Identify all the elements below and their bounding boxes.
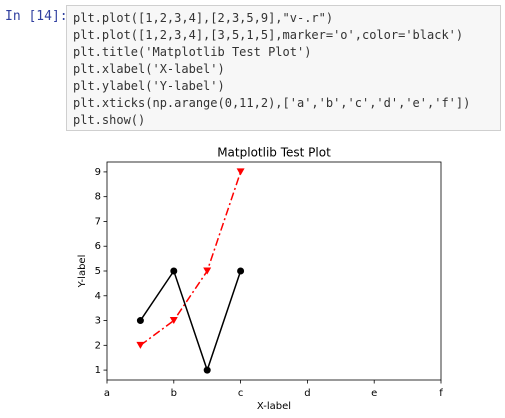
y-tick-label: 9: [95, 167, 101, 178]
y-tick-label: 5: [95, 266, 101, 277]
marker: [169, 317, 178, 325]
y-tick-label: 7: [95, 216, 101, 227]
code-line: plt.plot([1,2,3,4],[3,5,1,5],marker='o',…: [73, 28, 464, 42]
plot-frame: [106, 161, 442, 381]
code-cell[interactable]: plt.plot([1,2,3,4],[2,3,5,9],"v-.r") plt.…: [66, 5, 501, 131]
cell-prompt: In [14]:: [5, 9, 68, 24]
code-line: plt.xlabel('X-label'): [73, 62, 225, 76]
y-tick-label: 2: [95, 340, 101, 351]
y-tick-label: 1: [95, 365, 101, 376]
x-axis-label: X-label: [257, 401, 291, 412]
code-line: plt.show(): [73, 113, 146, 127]
y-tick-label: 8: [95, 192, 101, 203]
x-tick-label: c: [238, 388, 244, 399]
code-line: plt.xticks(np.arange(0,11,2),['a','b','c…: [73, 96, 471, 110]
code-line: plt.ylabel('Y-label'): [73, 79, 225, 93]
marker: [170, 267, 178, 275]
marker: [236, 168, 245, 176]
y-axis-label: Y-label: [77, 255, 88, 289]
series-line: [139, 269, 242, 373]
marker: [136, 341, 145, 349]
x-tick-label: a: [104, 388, 110, 399]
marker: [237, 267, 245, 275]
code-line: plt.plot([1,2,3,4],[2,3,5,9],"v-.r"): [73, 11, 334, 25]
marker: [203, 366, 211, 374]
x-tick-label: d: [304, 388, 310, 399]
marker: [136, 317, 144, 325]
y-tick-label: 3: [95, 316, 101, 327]
y-tick-label: 6: [95, 241, 101, 252]
x-tick-label: b: [171, 388, 177, 399]
code-line: plt.title('Matplotlib Test Plot'): [73, 45, 312, 59]
x-tick-label: f: [439, 388, 443, 399]
series-line: [139, 171, 242, 346]
marker: [203, 267, 212, 275]
y-tick-label: 4: [95, 291, 101, 302]
x-tick-label: e: [371, 388, 377, 399]
chart-title: Matplotlib Test Plot: [217, 146, 331, 160]
